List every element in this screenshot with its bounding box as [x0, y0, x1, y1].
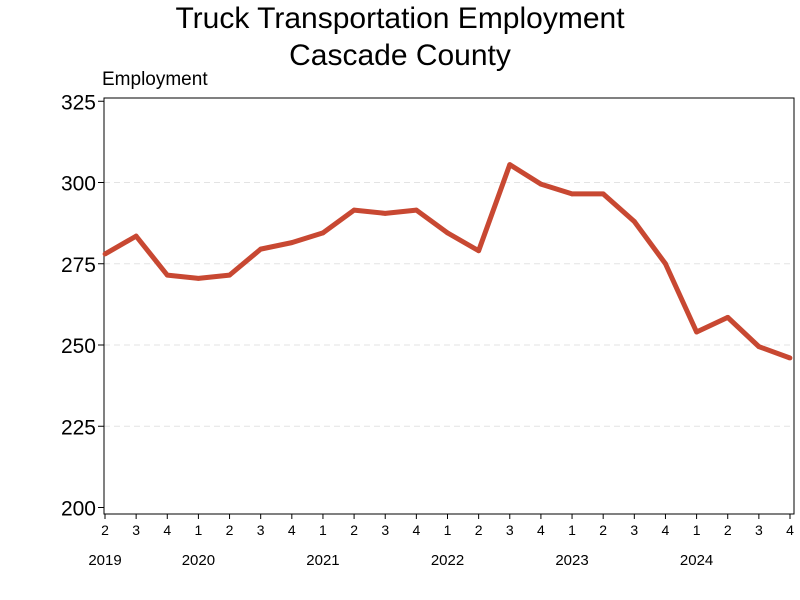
y-tick-label: 200 [61, 498, 96, 521]
x-tick-label: 1 [319, 522, 327, 538]
y-tick-label: 300 [61, 173, 96, 196]
series-line [103, 162, 791, 361]
data-point [289, 240, 295, 246]
data-point [133, 233, 139, 239]
year-label: 2020 [182, 552, 215, 569]
x-axis: 2 3 4 1 2 3 4 1 2 3 4 1 2 3 4 1 2 3 4 1 2 3 4 2019 2020 2021 2022 2… [88, 514, 794, 569]
data-point [569, 191, 575, 197]
x-tick-label: 2 [226, 522, 234, 538]
data-point [476, 248, 482, 254]
x-tick-label: 1 [568, 522, 576, 538]
x-tick-label: 2 [350, 522, 358, 538]
data-point [756, 344, 762, 350]
y-axis-label: Employment [102, 69, 208, 90]
year-label: 2022 [431, 552, 464, 569]
year-label: 2024 [680, 552, 713, 569]
x-tick-label: 2 [599, 522, 607, 538]
x-tick-label: 1 [444, 522, 452, 538]
data-point [196, 275, 201, 281]
x-tick-label: 3 [132, 522, 140, 538]
x-tick-label: 4 [412, 522, 420, 538]
y-tick-label: 225 [61, 416, 96, 439]
data-point [227, 272, 232, 278]
x-tick-label: 2 [101, 522, 109, 538]
x-tick-label: 3 [755, 522, 763, 538]
x-tick-label: 4 [288, 522, 296, 538]
data-point [663, 261, 668, 267]
chart-title: Truck Transportation Employment [175, 2, 625, 35]
x-tick-label: 2 [475, 522, 483, 538]
data-point [538, 181, 544, 187]
x-tick-label: 1 [195, 522, 203, 538]
y-tick-label: 275 [61, 254, 96, 277]
x-tick-label: 4 [786, 522, 794, 538]
y-tick-label: 250 [61, 335, 96, 358]
x-tick-label: 1 [693, 522, 701, 538]
x-tick-label: 3 [257, 522, 265, 538]
year-label: 2019 [88, 552, 121, 569]
chart-subtitle: Cascade County [289, 39, 511, 72]
data-point [413, 207, 419, 213]
data-point [320, 230, 326, 236]
data-point [164, 272, 170, 278]
gridlines [104, 182, 794, 427]
x-tick-label: 2 [724, 522, 732, 538]
x-tick-label: 3 [506, 522, 514, 538]
year-label: 2021 [306, 552, 339, 569]
series-group [102, 162, 793, 361]
data-point [631, 219, 637, 224]
data-point [694, 329, 699, 335]
plot-area [103, 97, 795, 515]
y-tick-label: 325 [61, 91, 96, 114]
data-point [445, 230, 450, 236]
x-tick-label: 4 [662, 522, 670, 538]
data-point [787, 355, 793, 361]
x-tick-label: 3 [630, 522, 638, 538]
x-tick-label: 3 [381, 522, 389, 538]
x-tick-label: 4 [537, 522, 545, 538]
data-point [258, 246, 264, 252]
data-point [725, 314, 731, 320]
data-point [382, 210, 388, 216]
x-tick-label: 4 [163, 522, 171, 538]
year-label: 2023 [555, 552, 588, 569]
data-point [507, 162, 513, 168]
data-point [102, 251, 108, 257]
data-point [351, 207, 357, 213]
data-point [600, 191, 606, 197]
y-axis: 200 225 250 275 300 325 [61, 91, 104, 521]
